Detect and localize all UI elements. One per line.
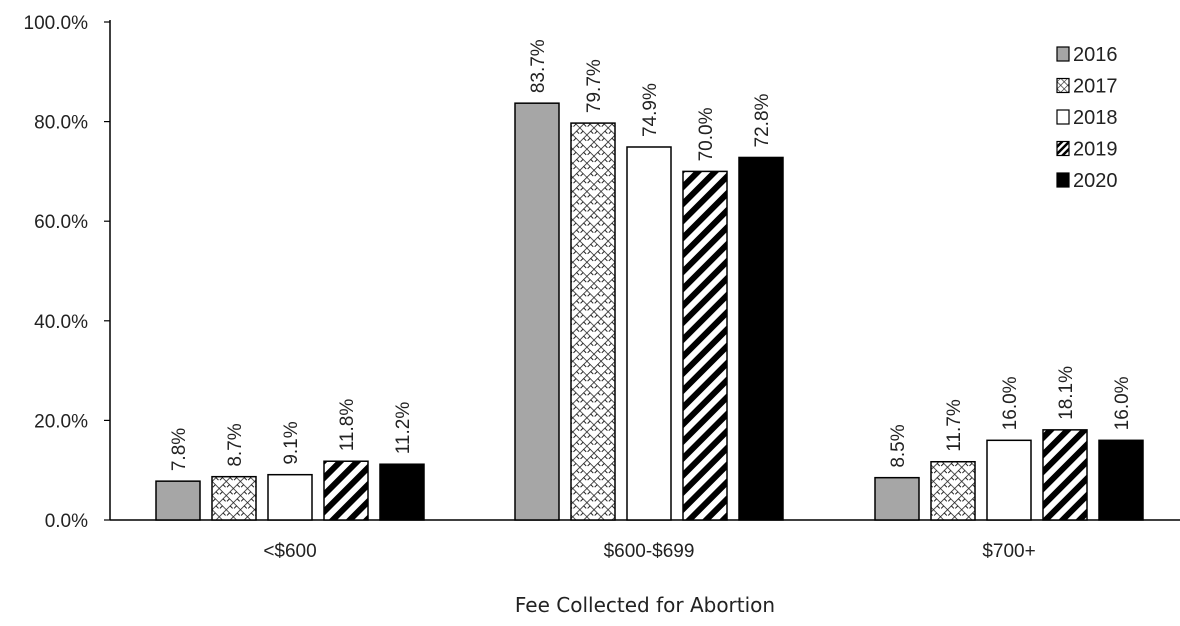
legend-label-2016: 2016 <box>1073 44 1118 66</box>
legend-label-2017: 2017 <box>1073 76 1118 98</box>
y-tick-label: 80.0% <box>34 113 88 134</box>
data-labels: 7.8% 8.7% 9.1% 11.8% 11.2% 83.7% 79.7% 74.9% 70.… <box>169 39 1133 471</box>
bar-2016-2 <box>874 476 920 521</box>
y-tick-label: 40.0% <box>34 312 88 333</box>
category-label: $600-$699 <box>604 541 695 562</box>
data-label: 11.8% <box>337 399 358 452</box>
legend-swatch-2020 <box>1056 172 1070 188</box>
data-label: 18.1% <box>1056 366 1077 420</box>
legend-swatch-2019 <box>1056 140 1070 157</box>
y-tick-label: 100.0% <box>24 13 89 34</box>
category-label: <$600 <box>263 541 316 562</box>
y-axis-ticks: 0.0% 20.0% 40.0% 60.0% 80.0% 100.0% <box>24 13 110 532</box>
bar-2017-2 <box>930 460 976 521</box>
bar-2017-1 <box>570 122 616 521</box>
bar-2017-0 <box>211 475 257 521</box>
x-axis-title: Fee Collected for Abortion <box>515 593 775 617</box>
data-label: 7.8% <box>169 428 190 471</box>
legend: 2016 2017 2018 2019 2020 <box>1056 44 1118 192</box>
legend-label-2019: 2019 <box>1073 139 1118 161</box>
data-label: 16.0% <box>1112 376 1133 430</box>
data-label: 72.8% <box>752 93 773 147</box>
data-label: 8.5% <box>888 424 909 467</box>
bar-2020-0 <box>379 463 425 521</box>
data-label: 9.1% <box>281 421 302 464</box>
data-label: 79.7% <box>584 59 605 113</box>
bar-2018-2 <box>986 439 1032 521</box>
bar-2018-1 <box>626 146 672 521</box>
y-tick-label: 60.0% <box>34 212 88 233</box>
data-label: 74.9% <box>640 83 661 137</box>
category-label: $700+ <box>982 541 1035 562</box>
legend-label-2020: 2020 <box>1073 170 1118 192</box>
y-tick-label: 0.0% <box>45 511 88 532</box>
bar-2019-0 <box>323 460 369 521</box>
category-labels: <$600 $600-$699 $700+ <box>263 541 1035 562</box>
bars <box>155 102 1144 521</box>
data-label: 11.7% <box>944 399 965 452</box>
data-label: 83.7% <box>528 39 549 93</box>
legend-swatch-2016 <box>1056 46 1070 62</box>
data-label: 70.0% <box>696 107 717 161</box>
legend-swatch-2018 <box>1056 109 1070 125</box>
legend-label-2018: 2018 <box>1073 107 1118 129</box>
bar-2020-1 <box>738 156 784 521</box>
bar-2018-0 <box>267 473 313 521</box>
bar-2019-1 <box>682 170 728 521</box>
data-label: 11.2% <box>393 402 414 455</box>
data-label: 8.7% <box>225 423 246 466</box>
y-tick-label: 20.0% <box>34 411 88 432</box>
bar-2020-2 <box>1098 439 1144 521</box>
data-label: 16.0% <box>1000 376 1021 430</box>
bar-2016-1 <box>514 102 560 521</box>
bar-2016-0 <box>155 480 201 521</box>
legend-swatch-2017 <box>1056 77 1070 94</box>
bar-2019-2 <box>1042 429 1088 521</box>
